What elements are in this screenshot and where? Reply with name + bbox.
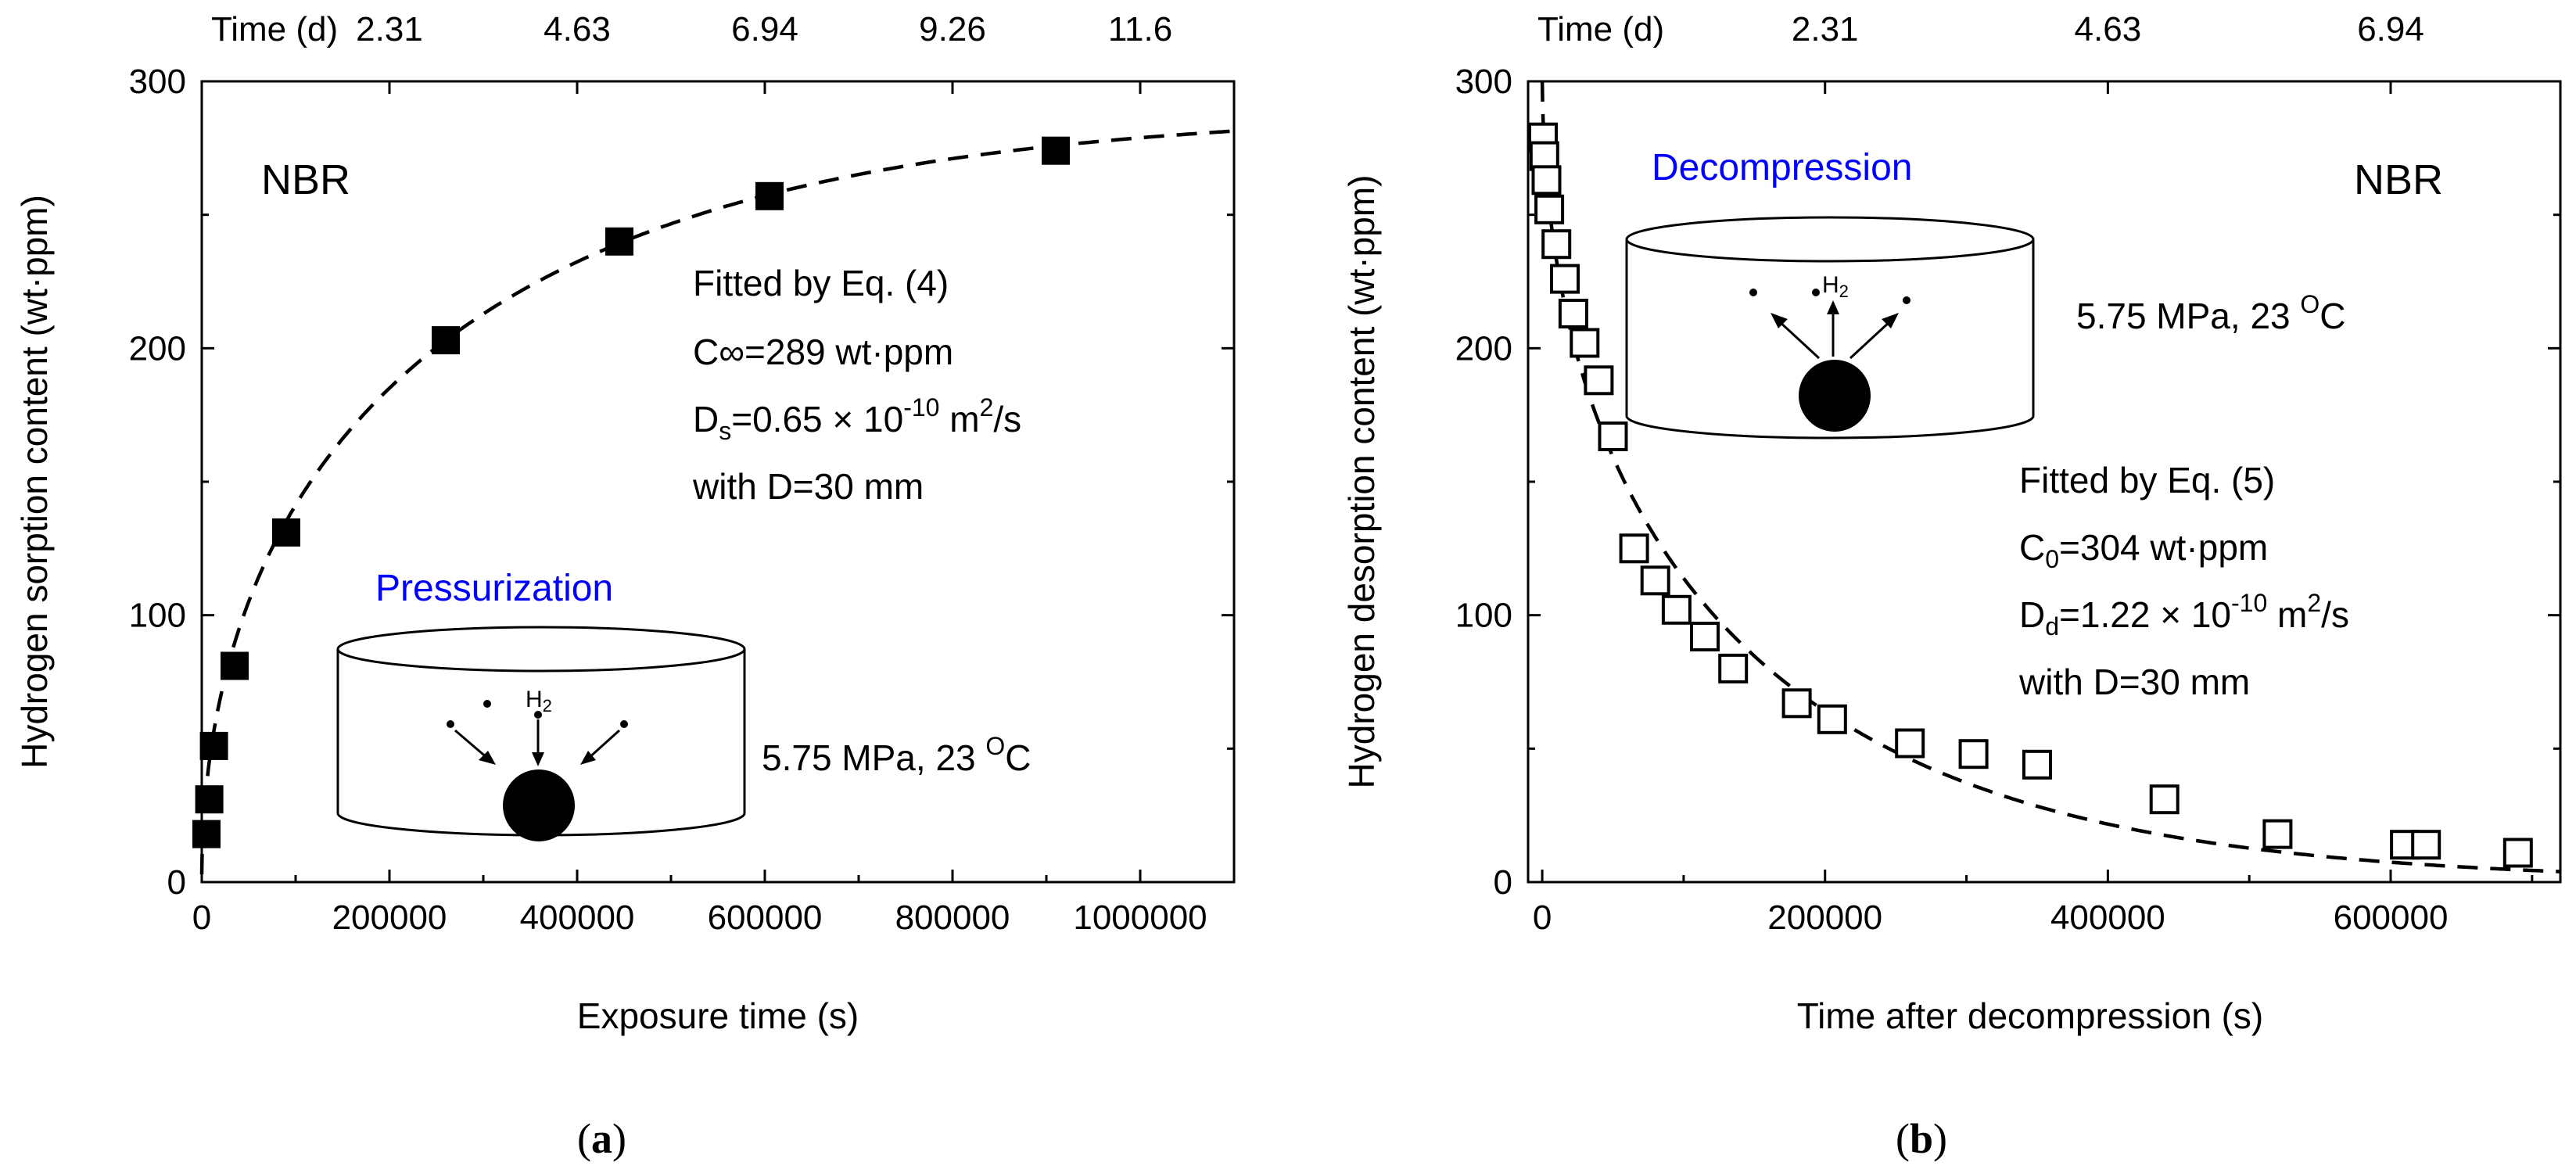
data-point bbox=[1690, 622, 1720, 651]
process-label: Decompression bbox=[1652, 147, 1912, 188]
top-tick-label: 11.6 bbox=[1108, 10, 1172, 48]
data-markers bbox=[192, 136, 1070, 848]
fit-geometry: with D=30 mm bbox=[692, 466, 924, 507]
data-point bbox=[1534, 194, 1565, 224]
gas-label: H2 bbox=[1822, 272, 1849, 301]
data-point bbox=[1958, 739, 1989, 769]
material-label: NBR bbox=[261, 156, 350, 203]
y-axis-title: Hydrogen desorption content (wt·ppm) bbox=[1341, 175, 1382, 789]
tick-labels: 0 200000 400000 600000 0 100 200 300 2.31 4.63 6.9… bbox=[1455, 10, 2449, 937]
process-label: Pressurization bbox=[375, 568, 613, 609]
data-point bbox=[1640, 565, 1670, 596]
gas-label: H2 bbox=[526, 687, 552, 716]
material-label: NBR bbox=[2354, 156, 2443, 203]
x-tick-label: 800000 bbox=[895, 899, 1010, 937]
data-markers bbox=[1528, 122, 2533, 868]
y-tick-label: 100 bbox=[129, 597, 186, 635]
y-axis-title: Hydrogen sorption content (wt·ppm) bbox=[14, 195, 55, 769]
top-tick-label: 2.31 bbox=[356, 10, 423, 48]
data-point bbox=[2411, 830, 2441, 860]
x-tick-label: 0 bbox=[192, 899, 211, 937]
fit-c-inf: C∞=289 wt·ppm bbox=[693, 332, 953, 372]
data-point bbox=[1895, 728, 1925, 759]
top-axis-title: Time (d) bbox=[211, 10, 338, 48]
x-tick-label: 600000 bbox=[2334, 899, 2449, 937]
data-point bbox=[432, 326, 460, 355]
y-tick-label: 300 bbox=[1455, 63, 1512, 101]
data-point bbox=[1781, 688, 1812, 719]
panel-b: 0 200000 400000 600000 0 100 200 300 2.31 4.63 6.9… bbox=[1341, 10, 2562, 1162]
data-point bbox=[1661, 594, 1692, 625]
data-point bbox=[1817, 704, 1847, 734]
data-point bbox=[1718, 653, 1749, 683]
data-point bbox=[2149, 784, 2180, 815]
fit-title: Fitted by Eq. (5) bbox=[2019, 460, 2275, 500]
top-tick-label: 9.26 bbox=[919, 10, 986, 48]
top-axis-title: Time (d) bbox=[1537, 10, 1664, 48]
data-point bbox=[1558, 299, 1588, 328]
data-point bbox=[1584, 365, 1614, 396]
decompression-vessel-icon: H2 bbox=[1625, 216, 2035, 439]
top-tick-label: 4.63 bbox=[2075, 10, 2142, 48]
data-point bbox=[195, 785, 224, 814]
pressurization-vessel-icon: H2 bbox=[336, 626, 746, 841]
y-tick-label: 100 bbox=[1455, 597, 1512, 635]
data-point bbox=[1619, 533, 1649, 564]
test-condition: 5.75 MPa, 23 OC bbox=[2076, 290, 2346, 336]
y-tick-label: 200 bbox=[1455, 329, 1512, 368]
data-point bbox=[272, 518, 300, 547]
x-tick-label: 200000 bbox=[1767, 899, 1882, 937]
y-tick-label: 300 bbox=[129, 63, 186, 101]
y-tick-label: 0 bbox=[167, 863, 186, 902]
data-point bbox=[192, 820, 221, 848]
data-point bbox=[2502, 838, 2533, 868]
data-point bbox=[221, 651, 249, 680]
panel-caption: (a) bbox=[577, 1115, 626, 1162]
x-tick-label: 0 bbox=[1533, 899, 1552, 937]
fit-c0: C0=304 wt·ppm bbox=[2019, 527, 2268, 573]
y-tick-label: 200 bbox=[129, 329, 186, 368]
data-point bbox=[2022, 749, 2052, 780]
data-point bbox=[605, 227, 633, 256]
axis-ticks bbox=[1528, 80, 2560, 884]
data-point bbox=[1531, 165, 1562, 196]
data-point bbox=[755, 181, 784, 210]
test-condition: 5.75 MPa, 23 OC bbox=[762, 732, 1031, 778]
fit-title: Fitted by Eq. (4) bbox=[693, 263, 949, 303]
axis-ticks bbox=[200, 80, 1236, 884]
top-tick-label: 6.94 bbox=[2357, 10, 2424, 48]
top-tick-label: 4.63 bbox=[544, 10, 611, 48]
x-tick-label: 400000 bbox=[2050, 899, 2165, 937]
data-point bbox=[1570, 328, 1600, 358]
x-tick-label: 1000000 bbox=[1073, 899, 1207, 937]
data-point bbox=[2262, 819, 2293, 849]
fit-diffusivity: Ds=0.65 × 10-10 m2/s bbox=[693, 393, 1021, 445]
data-point bbox=[1541, 229, 1572, 260]
fit-geometry: with D=30 mm bbox=[2018, 662, 2250, 702]
data-point bbox=[1550, 264, 1580, 294]
data-point bbox=[1042, 136, 1070, 165]
x-axis-title: Time after decompression (s) bbox=[1797, 995, 2263, 1036]
x-tick-label: 400000 bbox=[520, 899, 635, 937]
data-point bbox=[199, 731, 228, 760]
tick-labels: 0 200000 400000 600000 800000 1000000 0 100 200 3… bbox=[129, 10, 1207, 937]
panel-a: 0 200000 400000 600000 800000 1000000 0 100 200 3… bbox=[14, 10, 1236, 1162]
panel-caption: (b) bbox=[1896, 1115, 1947, 1162]
fit-diffusivity: Dd=1.22 × 10-10 m2/s bbox=[2019, 589, 2349, 640]
fit-curve bbox=[1540, 81, 2561, 873]
y-tick-label: 0 bbox=[1494, 863, 1512, 902]
data-point bbox=[1598, 421, 1628, 451]
x-tick-label: 200000 bbox=[332, 899, 447, 937]
fit-curve bbox=[199, 129, 1235, 875]
top-tick-label: 2.31 bbox=[1792, 10, 1859, 48]
top-tick-label: 6.94 bbox=[731, 10, 798, 48]
x-axis-title: Exposure time (s) bbox=[577, 995, 859, 1036]
x-tick-label: 600000 bbox=[708, 899, 823, 937]
